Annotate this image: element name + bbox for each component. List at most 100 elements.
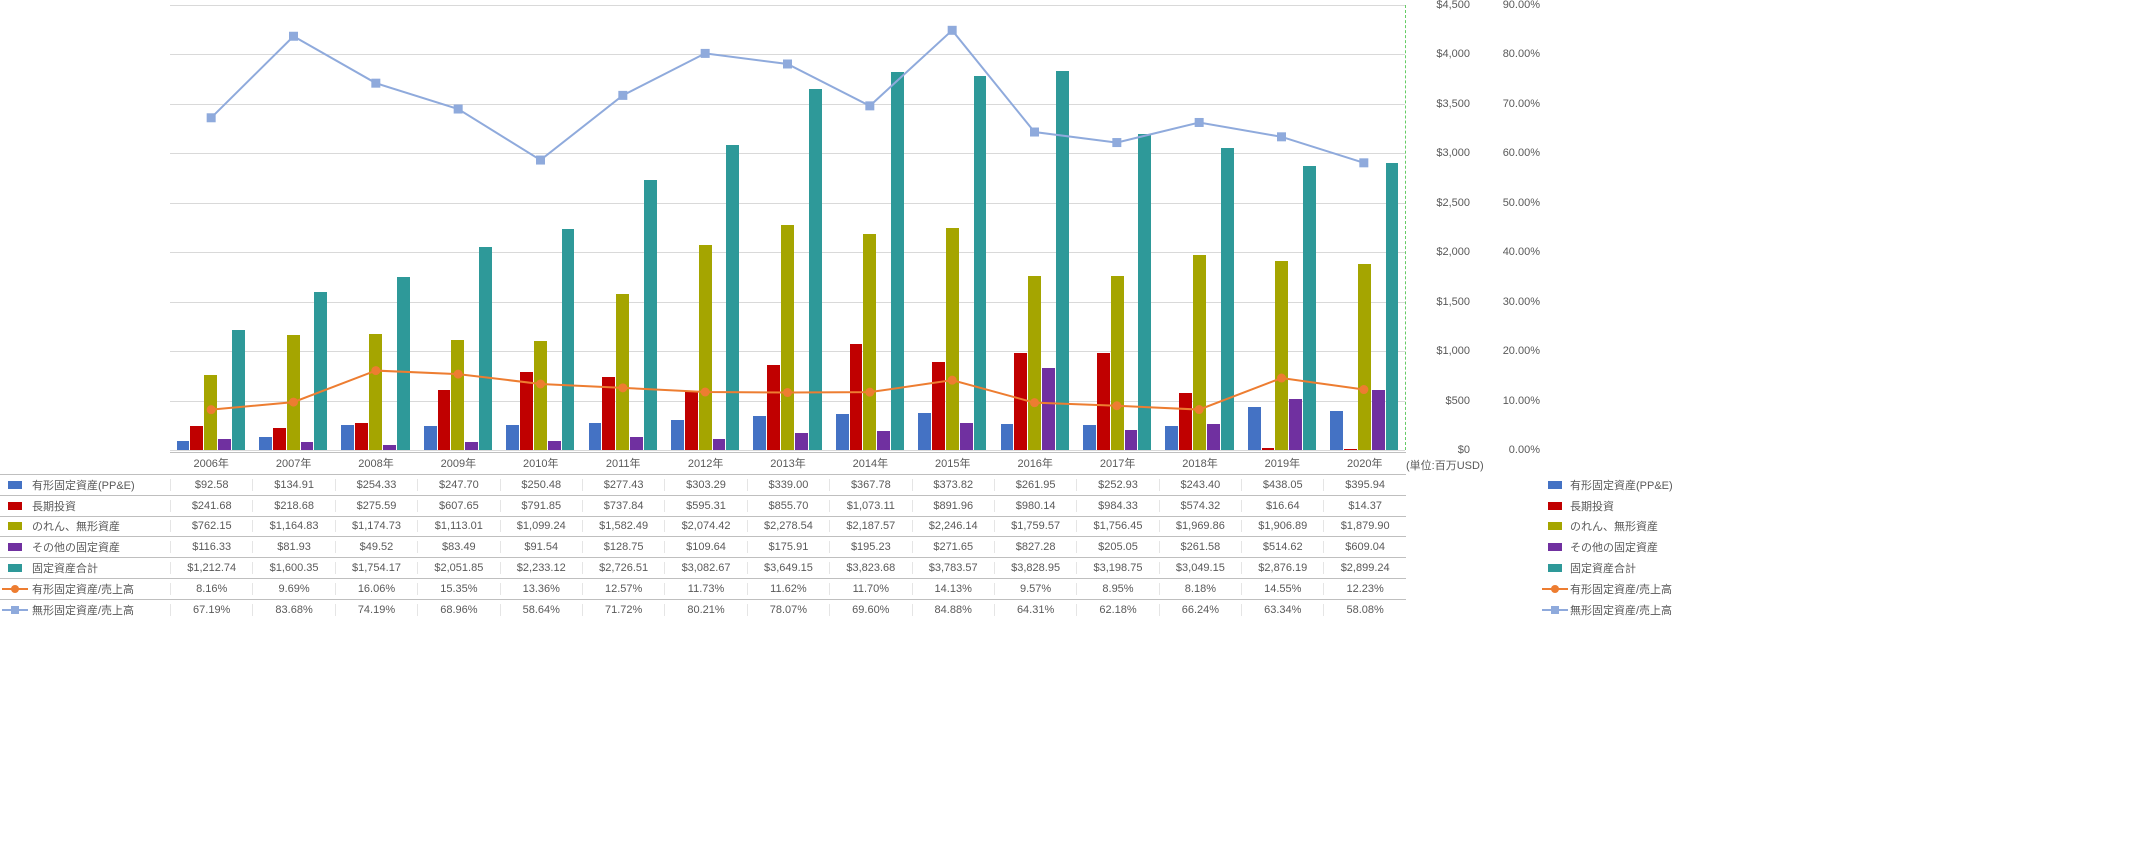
bar-longterm: [190, 426, 203, 450]
table-cell: 74.19%: [335, 604, 417, 616]
bar-other_fixed: [1289, 399, 1302, 450]
bar-longterm: [1014, 353, 1027, 450]
table-cell: $1,073.11: [829, 500, 911, 512]
bar-intangible: [946, 228, 959, 450]
table-cell: 80.21%: [664, 604, 746, 616]
x-label: 2016年: [994, 455, 1076, 471]
legend-swatch-intangible: [0, 522, 30, 530]
table-row: 有形固定資産/売上高8.16%9.69%16.06%15.35%13.36%12…: [0, 578, 1406, 599]
legend-item: 有形固定資産(PP&E): [1540, 474, 1760, 495]
x-label: 2011年: [582, 455, 664, 471]
table-cell: 58.08%: [1323, 604, 1405, 616]
bar-other_fixed: [713, 439, 726, 450]
table-cell: $1,759.57: [994, 520, 1076, 532]
table-cell: $91.54: [500, 541, 582, 553]
bar-ppe: [1001, 424, 1014, 450]
y1-tick: $4,500: [1410, 0, 1470, 11]
table-cell: $984.33: [1076, 500, 1158, 512]
plot-area: [170, 5, 1406, 450]
bar-total_fixed: [232, 330, 245, 450]
y-axis-secondary: 0.00%10.00%20.00%30.00%40.00%50.00%60.00…: [1480, 0, 1540, 450]
bar-total_fixed: [1138, 134, 1151, 450]
bar-ppe: [1330, 411, 1343, 450]
legend-item: 無形固定資産/売上高: [1540, 599, 1760, 620]
x-label: 2019年: [1241, 455, 1323, 471]
bar-longterm: [602, 377, 615, 450]
table-cell: $1,099.24: [500, 520, 582, 532]
bar-intangible: [1028, 276, 1041, 450]
table-row: のれん、無形資産$762.15$1,164.83$1,174.73$1,113.…: [0, 516, 1406, 537]
bar-longterm: [1179, 393, 1192, 450]
table-cell: $1,212.74: [170, 562, 252, 574]
bar-ppe: [1083, 425, 1096, 450]
series-label: 長期投資: [30, 498, 170, 514]
bar-total_fixed: [974, 76, 987, 450]
x-label: 2015年: [912, 455, 994, 471]
table-cell: $1,754.17: [335, 562, 417, 574]
table-cell: $855.70: [747, 500, 829, 512]
bar-total_fixed: [809, 89, 822, 450]
y2-tick: 10.00%: [1480, 395, 1540, 407]
table-cell: 62.18%: [1076, 604, 1158, 616]
legend-swatch-int_ratio: [1540, 603, 1570, 617]
legend-swatch-total_fixed: [1540, 564, 1570, 572]
table-cell: 67.19%: [170, 604, 252, 616]
bar-other_fixed: [548, 441, 561, 450]
table-cell: 8.18%: [1159, 583, 1241, 595]
bar-other_fixed: [1207, 424, 1220, 450]
bar-total_fixed: [726, 145, 739, 450]
unit-label: (単位:百万USD): [1406, 457, 1484, 473]
y2-tick: 60.00%: [1480, 147, 1540, 159]
bar-intangible: [534, 341, 547, 450]
table-cell: 12.23%: [1323, 583, 1405, 595]
bar-ppe: [1248, 407, 1261, 450]
table-cell: 12.57%: [582, 583, 664, 595]
x-label: 2010年: [500, 455, 582, 471]
table-cell: 84.88%: [912, 604, 994, 616]
y1-tick: $500: [1410, 395, 1470, 407]
series-label: 無形固定資産/売上高: [30, 602, 170, 618]
bar-ppe: [836, 414, 849, 450]
legend-swatch-longterm: [1540, 502, 1570, 510]
legend-swatch-ppe: [1540, 481, 1570, 489]
series-label: 有形固定資産/売上高: [30, 581, 170, 597]
bar-total_fixed: [644, 180, 657, 450]
bar-intangible: [863, 234, 876, 450]
bar-other_fixed: [1042, 368, 1055, 450]
legend-label: 無形固定資産/売上高: [1570, 602, 1672, 618]
bar-longterm: [767, 365, 780, 450]
table-cell: $2,876.19: [1241, 562, 1323, 574]
table-cell: $1,164.83: [252, 520, 334, 532]
table-cell: $250.48: [500, 479, 582, 491]
table-cell: $261.58: [1159, 541, 1241, 553]
table-cell: $3,198.75: [1076, 562, 1158, 574]
legend-item: その他の固定資産: [1540, 536, 1760, 557]
series-label: 固定資産合計: [30, 560, 170, 576]
bar-longterm: [932, 362, 945, 450]
bar-intangible: [1193, 255, 1206, 450]
table-row: 無形固定資産/売上高67.19%83.68%74.19%68.96%58.64%…: [0, 599, 1406, 620]
table-cell: $1,174.73: [335, 520, 417, 532]
table-cell: $241.68: [170, 500, 252, 512]
y-axis-primary: $0$500$1,000$1,500$2,000$2,500$3,000$3,5…: [1410, 0, 1470, 450]
table-cell: $2,233.12: [500, 562, 582, 574]
bar-intangible: [1111, 276, 1124, 450]
legend-swatch-ppe_ratio: [0, 582, 30, 596]
table-cell: $2,899.24: [1323, 562, 1405, 574]
table-cell: $3,082.67: [664, 562, 746, 574]
table-cell: 14.13%: [912, 583, 994, 595]
table-cell: $1,969.86: [1159, 520, 1241, 532]
table-cell: $3,783.57: [912, 562, 994, 574]
table-cell: $83.49: [417, 541, 499, 553]
table-cell: $205.05: [1076, 541, 1158, 553]
bar-total_fixed: [1056, 71, 1069, 450]
y1-tick: $2,500: [1410, 197, 1470, 209]
table-cell: $3,649.15: [747, 562, 829, 574]
table-cell: 14.55%: [1241, 583, 1323, 595]
table-cell: 8.95%: [1076, 583, 1158, 595]
table-cell: $2,726.51: [582, 562, 664, 574]
bar-longterm: [1097, 353, 1110, 450]
bar-longterm: [355, 423, 368, 450]
table-cell: $827.28: [994, 541, 1076, 553]
bar-other_fixed: [877, 431, 890, 450]
